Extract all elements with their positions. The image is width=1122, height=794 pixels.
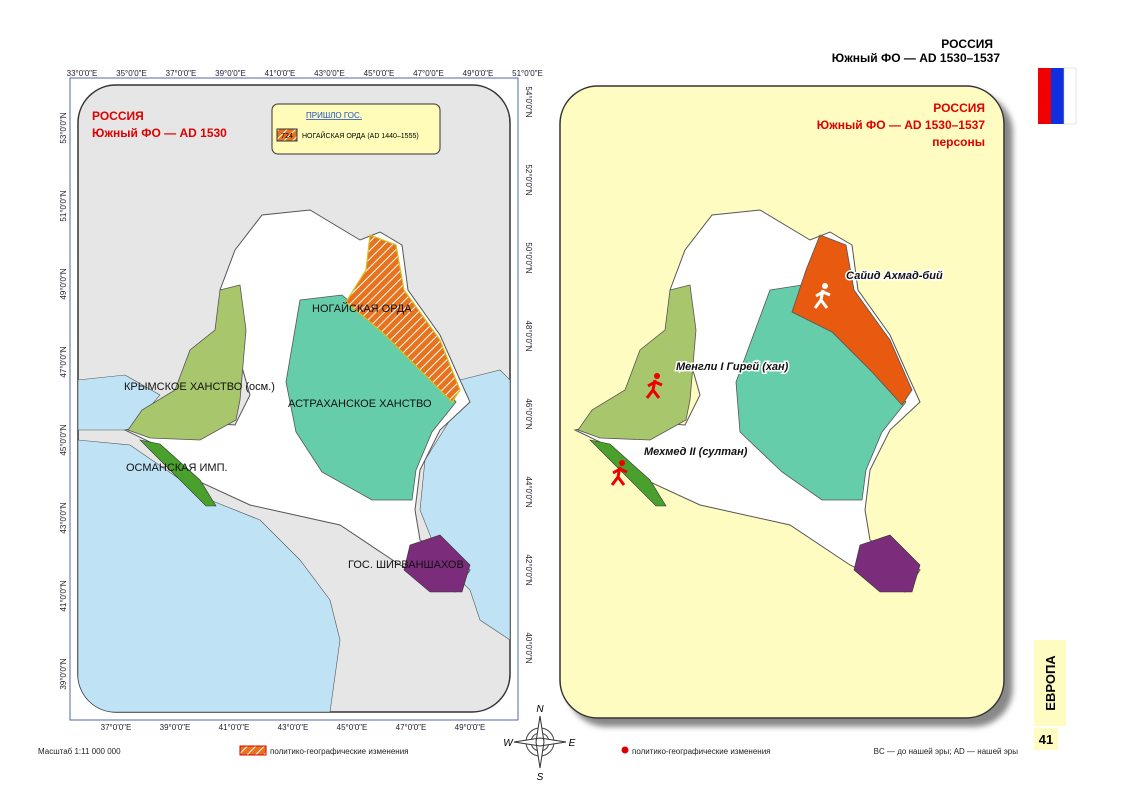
- legend-code: 724: [281, 133, 293, 140]
- coordinate-label: 37°0'0"E: [166, 69, 197, 78]
- coordinate-label: 37°0'0"E: [101, 723, 132, 732]
- coordinate-label: 33°0'0"E: [67, 69, 98, 78]
- coordinate-label: 47°0'0"E: [413, 69, 444, 78]
- map-frame: [69, 77, 519, 721]
- person-label: Мехмед II (султан): [644, 446, 748, 458]
- compass-letter: N: [536, 704, 544, 715]
- legend-label: НОГАЙСКАЯ ОРДА (AD 1440–1555): [302, 131, 419, 140]
- coordinate-label: 49°0'0"E: [463, 69, 494, 78]
- page-number: 41: [1039, 732, 1053, 747]
- coordinate-label: 54°0'0"N: [524, 86, 533, 117]
- map-note: персоны: [932, 135, 985, 149]
- coordinate-label: 44°0'0"N: [524, 476, 533, 507]
- coordinate-label: 43°0'0"E: [278, 723, 309, 732]
- crimean-khanate: [577, 284, 697, 441]
- legend-text: политико-географические изменения: [632, 747, 771, 756]
- black-sea: [78, 439, 341, 712]
- coordinate-label: 39°0'0"N: [59, 658, 68, 689]
- legend-heading: ПРИШЛО ГОС.: [306, 111, 362, 120]
- coordinate-label: 51°0'0"E: [512, 69, 543, 78]
- legend-box: [271, 103, 441, 155]
- header-subtitle: Южный ФО — AD 1530–1537: [832, 51, 1001, 65]
- person-label: Менгли I Гирей (хан): [676, 361, 789, 373]
- coordinate-label: 41°0'0"E: [219, 723, 250, 732]
- region-label: АСТРАХАНСКОЕ ХАНСТВО: [288, 398, 432, 410]
- coordinate-label: 41°0'0"E: [265, 69, 296, 78]
- coordinate-label: 53°0'0"N: [59, 112, 68, 143]
- region-label: ОСМАНСКАЯ ИМП.: [126, 462, 228, 474]
- coordinate-label: 43°0'0"N: [59, 502, 68, 533]
- coordinate-label: 39°0'0"E: [160, 723, 191, 732]
- coordinate-label: 42°0'0"N: [524, 554, 533, 585]
- coordinate-label: 41°0'0"N: [59, 580, 68, 611]
- header-title: РОССИЯ: [941, 37, 993, 51]
- left-map: РОССИЯ Южный ФО — AD 1530 ПРИШЛО ГОС. 72…: [59, 69, 543, 732]
- shirvan-state: [403, 534, 471, 593]
- coordinate-label: 52°0'0"N: [524, 164, 533, 195]
- ottoman-empire: [139, 439, 217, 507]
- person-icon: [610, 460, 628, 486]
- compass-letter: W: [503, 738, 514, 749]
- compass-letter: E: [569, 738, 576, 749]
- person-label: Сайид Ахмад-бий: [846, 270, 943, 282]
- legend-swatch: [276, 128, 298, 142]
- map-subtitle: Южный ФО — AD 1530–1537: [817, 118, 986, 132]
- legend-text: политико-географические изменения: [270, 747, 409, 756]
- coordinate-label: 40°0'0"N: [524, 632, 533, 663]
- person-icon: [645, 373, 663, 399]
- crimean-khanate: [127, 284, 247, 441]
- legend-swatch: [239, 745, 267, 756]
- era-note: BC — до нашей эры; AD — нашей эры: [874, 747, 1019, 756]
- coordinate-label: 51°0'0"N: [59, 190, 68, 221]
- coordinate-label: 46°0'0"N: [524, 398, 533, 429]
- side-tab: [1034, 640, 1066, 726]
- flag: [1038, 67, 1077, 125]
- coordinate-label: 47°0'0"N: [59, 346, 68, 377]
- right-map: РОССИЯ Южный ФО — AD 1530–1537 персоны С…: [559, 85, 1005, 719]
- region-label: ГОС. ШИРВАНШАХОВ: [348, 559, 464, 571]
- coordinate-label: 45°0'0"E: [337, 723, 368, 732]
- map-title: РОССИЯ: [933, 101, 985, 115]
- coordinate-label: 39°0'0"E: [215, 69, 246, 78]
- nogai-horde: [791, 234, 913, 406]
- coordinate-label: 50°0'0"N: [524, 242, 533, 273]
- region-label: НОГАЙСКАЯ ОРДА: [312, 302, 412, 315]
- nogai-horde: [345, 234, 461, 403]
- coordinate-label: 49°0'0"N: [59, 268, 68, 299]
- compass: N W E S: [503, 704, 575, 783]
- compass-letter: S: [537, 772, 544, 783]
- coordinate-label: 45°0'0"E: [364, 69, 395, 78]
- coordinate-label: 45°0'0"N: [59, 424, 68, 455]
- coordinate-label: 35°0'0"E: [116, 69, 147, 78]
- map-title: РОССИЯ: [92, 109, 144, 123]
- coordinate-label: 47°0'0"E: [396, 723, 427, 732]
- legend-dot: [621, 746, 629, 754]
- region-label: КРЫМСКОЕ ХАНСТВО (осм.): [124, 381, 275, 393]
- coordinate-label: 43°0'0"E: [314, 69, 345, 78]
- page-number-box: [1034, 728, 1058, 750]
- shirvan-state: [853, 534, 921, 593]
- caspian-sea: [419, 369, 510, 641]
- coordinate-label: 49°0'0"E: [455, 723, 486, 732]
- scale-text: Масштаб 1:11 000 000: [38, 747, 121, 756]
- coordinate-label: 48°0'0"N: [524, 320, 533, 351]
- map-subtitle: Южный ФО — AD 1530: [92, 126, 227, 140]
- side-region: ЕВРОПА: [1043, 655, 1058, 711]
- person-icon: [813, 283, 831, 309]
